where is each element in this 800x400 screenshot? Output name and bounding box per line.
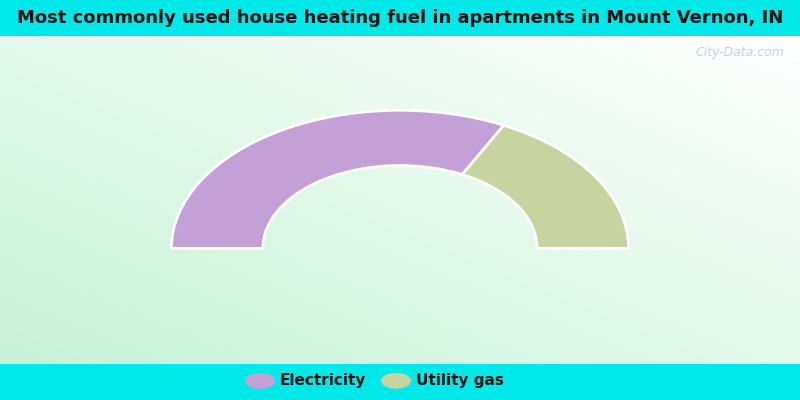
Text: Utility gas: Utility gas <box>416 373 504 388</box>
Wedge shape <box>462 125 629 248</box>
Wedge shape <box>171 110 504 248</box>
Text: City-Data.com: City-Data.com <box>695 46 784 59</box>
Text: Most commonly used house heating fuel in apartments in Mount Vernon, IN: Most commonly used house heating fuel in… <box>17 9 783 27</box>
Text: Electricity: Electricity <box>280 373 366 388</box>
